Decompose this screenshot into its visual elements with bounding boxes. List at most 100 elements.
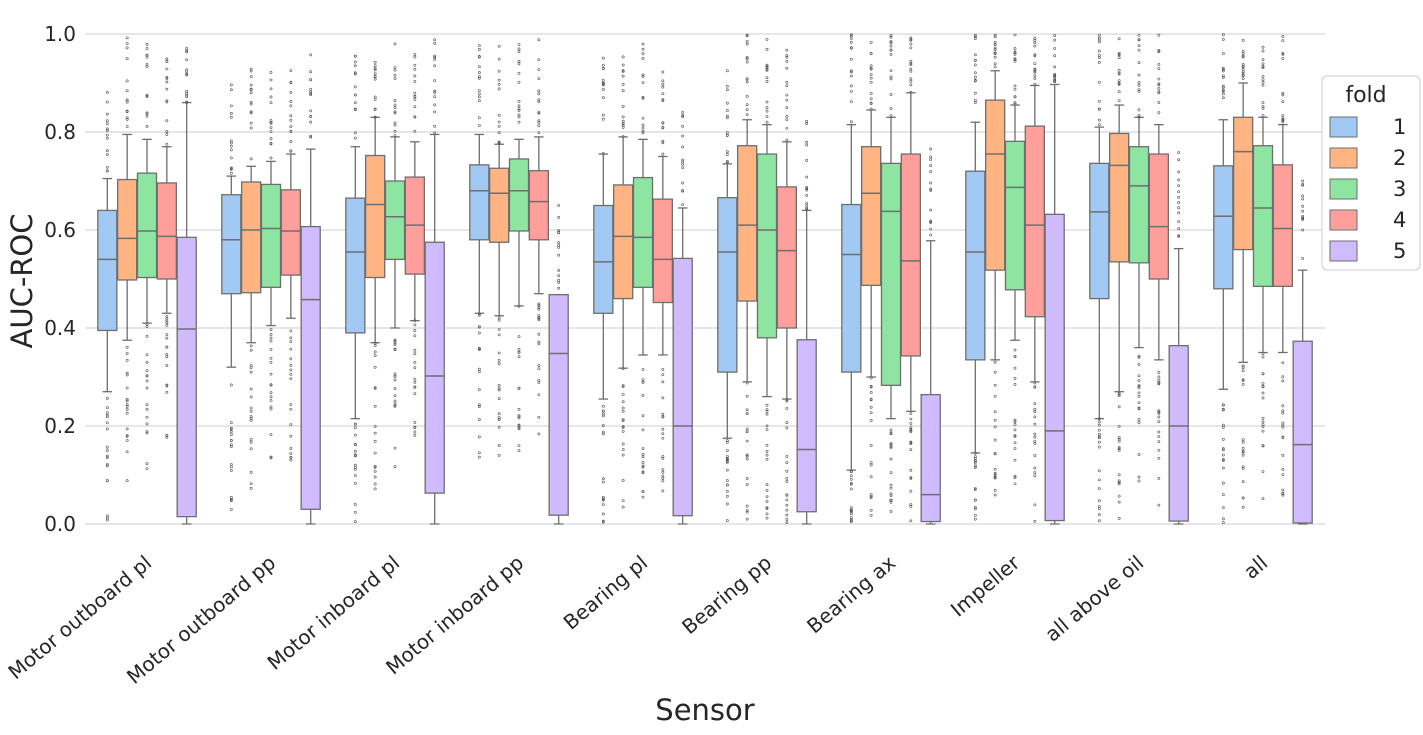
flier bbox=[869, 97, 873, 101]
flier bbox=[413, 323, 417, 327]
flier bbox=[353, 463, 357, 467]
flier bbox=[165, 364, 169, 367]
flier bbox=[805, 143, 809, 147]
flier bbox=[681, 124, 685, 128]
flier bbox=[785, 498, 789, 502]
flier bbox=[165, 336, 169, 340]
flier bbox=[289, 114, 293, 118]
flier bbox=[1097, 505, 1101, 508]
flier bbox=[765, 408, 769, 412]
flier bbox=[413, 55, 417, 59]
flier bbox=[413, 329, 417, 332]
flier bbox=[537, 303, 541, 307]
flier bbox=[353, 101, 357, 105]
flier bbox=[993, 51, 997, 55]
flier bbox=[745, 483, 749, 486]
flier bbox=[289, 357, 293, 361]
flier bbox=[745, 108, 749, 112]
flier bbox=[621, 63, 625, 67]
flier bbox=[1097, 487, 1101, 491]
flier bbox=[105, 456, 109, 460]
flier bbox=[1013, 348, 1017, 352]
flier bbox=[373, 67, 377, 70]
flier bbox=[621, 122, 625, 126]
flier bbox=[433, 57, 437, 61]
flier bbox=[537, 111, 541, 115]
box-0-fold-3 bbox=[136, 43, 158, 471]
flier bbox=[353, 433, 357, 437]
flier bbox=[105, 91, 109, 94]
flier bbox=[269, 87, 273, 91]
flier bbox=[229, 148, 233, 152]
flier bbox=[601, 520, 605, 524]
flier bbox=[105, 427, 109, 431]
flier bbox=[289, 455, 293, 459]
flier bbox=[1013, 95, 1017, 99]
flier bbox=[517, 71, 521, 75]
box-6-fold-2 bbox=[860, 40, 882, 517]
flier bbox=[269, 455, 273, 459]
flier bbox=[125, 116, 129, 120]
flier bbox=[641, 455, 645, 459]
box-8-fold-2 bbox=[1108, 37, 1130, 520]
flier bbox=[641, 470, 645, 474]
flier bbox=[1177, 170, 1181, 174]
flier-points bbox=[185, 46, 189, 104]
flier-points bbox=[557, 204, 561, 290]
flier bbox=[993, 394, 997, 398]
flier bbox=[1137, 418, 1141, 421]
flier bbox=[973, 451, 977, 455]
flier bbox=[249, 415, 253, 418]
flier bbox=[289, 407, 293, 411]
flier bbox=[745, 60, 749, 64]
flier bbox=[185, 95, 189, 99]
flier bbox=[1281, 435, 1285, 439]
flier bbox=[889, 34, 893, 37]
flier bbox=[993, 370, 997, 374]
flier bbox=[1281, 114, 1285, 118]
flier-points bbox=[993, 33, 997, 497]
flier bbox=[725, 483, 729, 487]
flier-points bbox=[1033, 36, 1037, 523]
flier bbox=[929, 147, 933, 151]
flier bbox=[1221, 88, 1225, 92]
flier bbox=[393, 134, 397, 137]
flier bbox=[1013, 51, 1017, 55]
flier bbox=[993, 42, 997, 46]
flier bbox=[1221, 75, 1225, 79]
flier bbox=[765, 106, 769, 110]
flier bbox=[805, 140, 809, 144]
flier bbox=[249, 447, 253, 451]
flier bbox=[1157, 77, 1161, 81]
flier bbox=[1221, 457, 1225, 461]
flier bbox=[1157, 63, 1161, 66]
flier bbox=[1033, 432, 1037, 436]
box-2-fold-5 bbox=[424, 38, 445, 525]
flier bbox=[557, 215, 561, 219]
flier bbox=[1301, 209, 1305, 213]
flier bbox=[229, 115, 233, 119]
flier bbox=[661, 85, 665, 89]
flier bbox=[249, 111, 253, 115]
flier-points bbox=[1013, 33, 1017, 486]
box-iqr bbox=[756, 153, 778, 339]
flier bbox=[309, 120, 313, 124]
flier bbox=[517, 347, 521, 351]
flier bbox=[289, 80, 293, 84]
flier bbox=[725, 114, 729, 118]
flier bbox=[661, 99, 665, 103]
flier bbox=[105, 406, 109, 410]
flier bbox=[1261, 114, 1265, 118]
flier bbox=[805, 204, 809, 208]
flier bbox=[497, 453, 501, 457]
box-iqr bbox=[1168, 344, 1189, 522]
flier bbox=[1261, 372, 1265, 376]
flier bbox=[1261, 429, 1265, 433]
flier bbox=[125, 36, 129, 40]
flier bbox=[1221, 447, 1225, 450]
flier bbox=[1281, 421, 1285, 425]
flier bbox=[373, 466, 377, 469]
box-iqr bbox=[1128, 146, 1150, 264]
flier bbox=[641, 461, 645, 464]
flier bbox=[1097, 80, 1101, 84]
